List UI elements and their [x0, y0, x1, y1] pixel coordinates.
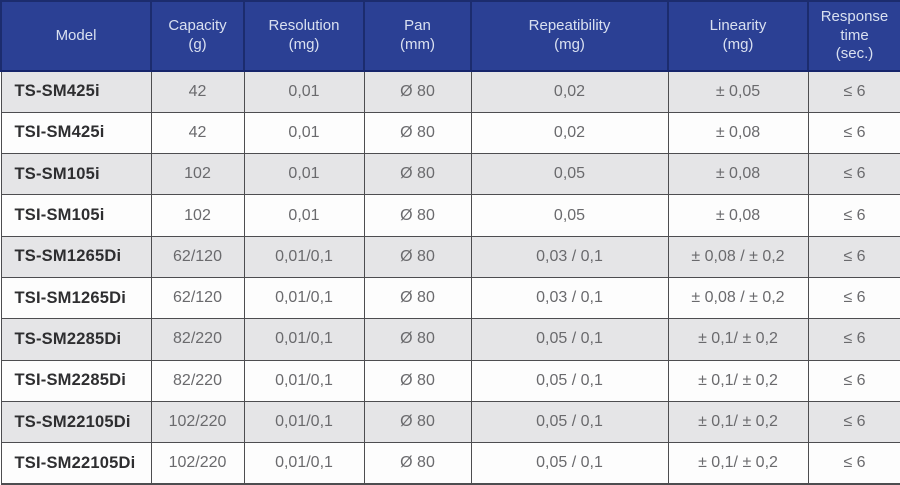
table-row: TSI-SM1265Di 62/120 0,01/0,1 Ø 80 0,03 /…	[0, 276, 900, 320]
cell-pan: Ø 80	[363, 400, 472, 444]
cell-repeatability: 0,02	[470, 70, 669, 113]
cell-repeatability: 0,05	[470, 153, 669, 196]
cell-response-time: ≤ 6	[807, 153, 900, 196]
cell-repeatability: 0,05 / 0,1	[470, 318, 669, 361]
cell-resolution: 0,01	[243, 70, 365, 113]
cell-pan: Ø 80	[363, 111, 472, 155]
column-header-repeatability: Repeatibility (mg)	[470, 0, 669, 72]
cell-capacity: 102	[150, 194, 245, 237]
cell-repeatability: 0,03 / 0,1	[470, 235, 669, 278]
cell-repeatability: 0,05	[470, 194, 669, 237]
cell-capacity: 102	[150, 153, 245, 196]
cell-pan: Ø 80	[363, 359, 472, 402]
cell-response-time: ≤ 6	[807, 400, 900, 444]
table-row: TS-SM425i 42 0,01 Ø 80 0,02 ± 0,05 ≤ 6	[0, 70, 900, 113]
cell-response-time: ≤ 6	[807, 111, 900, 155]
cell-pan: Ø 80	[363, 194, 472, 237]
cell-resolution: 0,01/0,1	[243, 276, 365, 320]
cell-linearity: ± 0,08 / ± 0,2	[667, 235, 809, 278]
cell-model: TSI-SM2285Di	[0, 359, 152, 402]
cell-pan: Ø 80	[363, 276, 472, 320]
cell-model: TS-SM425i	[0, 70, 152, 113]
cell-repeatability: 0,02	[470, 111, 669, 155]
cell-capacity: 82/220	[150, 359, 245, 402]
cell-resolution: 0,01/0,1	[243, 235, 365, 278]
table-row: TS-SM22105Di 102/220 0,01/0,1 Ø 80 0,05 …	[0, 400, 900, 444]
cell-resolution: 0,01/0,1	[243, 359, 365, 402]
table-row: TSI-SM105i 102 0,01 Ø 80 0,05 ± 0,08 ≤ 6	[0, 194, 900, 237]
cell-response-time: ≤ 6	[807, 359, 900, 402]
table-row: TSI-SM425i 42 0,01 Ø 80 0,02 ± 0,08 ≤ 6	[0, 111, 900, 155]
cell-pan: Ø 80	[363, 153, 472, 196]
column-header-response-time: Response time (sec.)	[807, 0, 900, 72]
header-row: Model Capacity (g) Resolution (mg) Pan (…	[0, 0, 900, 72]
cell-repeatability: 0,05 / 0,1	[470, 442, 669, 485]
cell-response-time: ≤ 6	[807, 70, 900, 113]
cell-capacity: 102/220	[150, 400, 245, 444]
cell-pan: Ø 80	[363, 442, 472, 485]
table-row: TSI-SM22105Di 102/220 0,01/0,1 Ø 80 0,05…	[0, 442, 900, 485]
cell-model: TSI-SM22105Di	[0, 442, 152, 485]
cell-capacity: 62/120	[150, 276, 245, 320]
cell-model: TSI-SM105i	[0, 194, 152, 237]
cell-resolution: 0,01/0,1	[243, 442, 365, 485]
cell-resolution: 0,01/0,1	[243, 318, 365, 361]
table-row: TS-SM2285Di 82/220 0,01/0,1 Ø 80 0,05 / …	[0, 318, 900, 361]
cell-model: TSI-SM1265Di	[0, 276, 152, 320]
cell-pan: Ø 80	[363, 235, 472, 278]
column-header-pan: Pan (mm)	[363, 0, 472, 72]
cell-response-time: ≤ 6	[807, 442, 900, 485]
cell-response-time: ≤ 6	[807, 235, 900, 278]
cell-capacity: 82/220	[150, 318, 245, 361]
table-row: TSI-SM2285Di 82/220 0,01/0,1 Ø 80 0,05 /…	[0, 359, 900, 402]
cell-linearity: ± 0,08	[667, 194, 809, 237]
cell-model: TS-SM1265Di	[0, 235, 152, 278]
cell-pan: Ø 80	[363, 70, 472, 113]
cell-repeatability: 0,03 / 0,1	[470, 276, 669, 320]
cell-pan: Ø 80	[363, 318, 472, 361]
cell-response-time: ≤ 6	[807, 276, 900, 320]
cell-model: TS-SM2285Di	[0, 318, 152, 361]
cell-capacity: 42	[150, 70, 245, 113]
column-header-capacity: Capacity (g)	[150, 0, 245, 72]
column-header-resolution: Resolution (mg)	[243, 0, 365, 72]
cell-response-time: ≤ 6	[807, 318, 900, 361]
cell-resolution: 0,01	[243, 194, 365, 237]
cell-linearity: ± 0,1/ ± 0,2	[667, 359, 809, 402]
table-header: Model Capacity (g) Resolution (mg) Pan (…	[0, 0, 900, 72]
cell-model: TS-SM22105Di	[0, 400, 152, 444]
cell-resolution: 0,01	[243, 153, 365, 196]
cell-repeatability: 0,05 / 0,1	[470, 359, 669, 402]
cell-capacity: 102/220	[150, 442, 245, 485]
table-row: TS-SM1265Di 62/120 0,01/0,1 Ø 80 0,03 / …	[0, 235, 900, 278]
cell-repeatability: 0,05 / 0,1	[470, 400, 669, 444]
cell-model: TS-SM105i	[0, 153, 152, 196]
cell-resolution: 0,01	[243, 111, 365, 155]
cell-linearity: ± 0,1/ ± 0,2	[667, 400, 809, 444]
cell-linearity: ± 0,05	[667, 70, 809, 113]
cell-linearity: ± 0,08	[667, 111, 809, 155]
cell-capacity: 42	[150, 111, 245, 155]
table-row: TS-SM105i 102 0,01 Ø 80 0,05 ± 0,08 ≤ 6	[0, 153, 900, 196]
table-body: TS-SM425i 42 0,01 Ø 80 0,02 ± 0,05 ≤ 6 T…	[0, 70, 900, 485]
cell-linearity: ± 0,08	[667, 153, 809, 196]
cell-capacity: 62/120	[150, 235, 245, 278]
cell-linearity: ± 0,1/ ± 0,2	[667, 318, 809, 361]
column-header-model: Model	[0, 0, 152, 72]
cell-response-time: ≤ 6	[807, 194, 900, 237]
cell-model: TSI-SM425i	[0, 111, 152, 155]
cell-resolution: 0,01/0,1	[243, 400, 365, 444]
cell-linearity: ± 0,1/ ± 0,2	[667, 442, 809, 485]
column-header-linearity: Linearity (mg)	[667, 0, 809, 72]
cell-linearity: ± 0,08 / ± 0,2	[667, 276, 809, 320]
